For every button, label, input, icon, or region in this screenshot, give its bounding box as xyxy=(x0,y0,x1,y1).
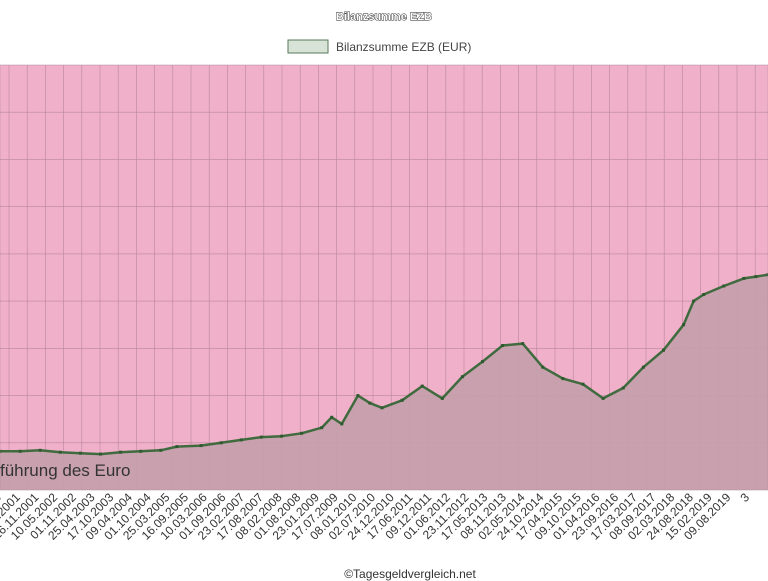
data-point-24[interactable] xyxy=(440,396,444,400)
x-axis-tick-labels: 023.05.200116.11.200110.05.200201.11.200… xyxy=(0,490,752,543)
data-point-39[interactable] xyxy=(722,284,726,288)
data-point-6[interactable] xyxy=(119,450,123,454)
data-point-2[interactable] xyxy=(38,448,42,452)
data-point-4[interactable] xyxy=(78,451,82,455)
x-tick-label: 3 xyxy=(737,490,752,505)
data-point-3[interactable] xyxy=(58,450,62,454)
data-point-11[interactable] xyxy=(219,441,223,445)
data-point-12[interactable] xyxy=(239,438,243,442)
data-point-19[interactable] xyxy=(356,394,360,398)
data-point-40[interactable] xyxy=(742,276,746,280)
chart-title: Bilanzsumme EZB xyxy=(336,11,432,23)
data-point-37[interactable] xyxy=(692,299,696,303)
series-points xyxy=(0,273,768,456)
data-point-21[interactable] xyxy=(380,406,384,410)
data-point-15[interactable] xyxy=(300,431,304,435)
data-point-13[interactable] xyxy=(259,435,263,439)
data-point-1[interactable] xyxy=(18,449,22,453)
data-point-38[interactable] xyxy=(702,293,706,296)
legend-label: Bilanzsumme EZB (EUR) xyxy=(336,40,471,54)
data-point-8[interactable] xyxy=(159,448,163,452)
data-point-20[interactable] xyxy=(368,401,372,405)
data-point-9[interactable] xyxy=(175,445,179,449)
legend-swatch xyxy=(287,39,329,54)
data-point-25[interactable] xyxy=(460,375,464,379)
data-point-30[interactable] xyxy=(561,377,565,381)
data-point-10[interactable] xyxy=(199,444,203,448)
plot-border xyxy=(0,64,768,491)
data-point-23[interactable] xyxy=(420,384,424,388)
data-point-27[interactable] xyxy=(501,344,505,347)
data-point-17[interactable] xyxy=(330,415,334,419)
data-point-16[interactable] xyxy=(320,426,324,430)
data-point-26[interactable] xyxy=(481,360,484,364)
legend[interactable]: Bilanzsumme EZB (EUR) xyxy=(287,39,471,54)
data-point-34[interactable] xyxy=(641,365,645,369)
data-point-36[interactable] xyxy=(682,323,686,327)
data-point-0[interactable] xyxy=(0,449,2,453)
data-point-29[interactable] xyxy=(541,365,545,369)
data-point-14[interactable] xyxy=(280,434,283,438)
data-point-32[interactable] xyxy=(601,396,605,400)
data-point-31[interactable] xyxy=(581,382,585,386)
data-point-18[interactable] xyxy=(340,422,344,426)
annotation-label: führung des Euro xyxy=(0,461,130,480)
data-point-5[interactable] xyxy=(99,452,102,456)
data-point-35[interactable] xyxy=(662,348,665,352)
data-point-33[interactable] xyxy=(621,386,625,390)
data-point-7[interactable] xyxy=(139,449,143,453)
data-point-41[interactable] xyxy=(754,275,758,279)
data-point-22[interactable] xyxy=(400,398,404,402)
plot-area xyxy=(0,64,768,491)
footer-copyright[interactable]: ©Tagesgeldvergleich.net xyxy=(344,567,476,581)
data-point-42[interactable] xyxy=(766,273,768,277)
series-area-fill xyxy=(0,274,768,490)
data-point-28[interactable] xyxy=(521,342,525,346)
